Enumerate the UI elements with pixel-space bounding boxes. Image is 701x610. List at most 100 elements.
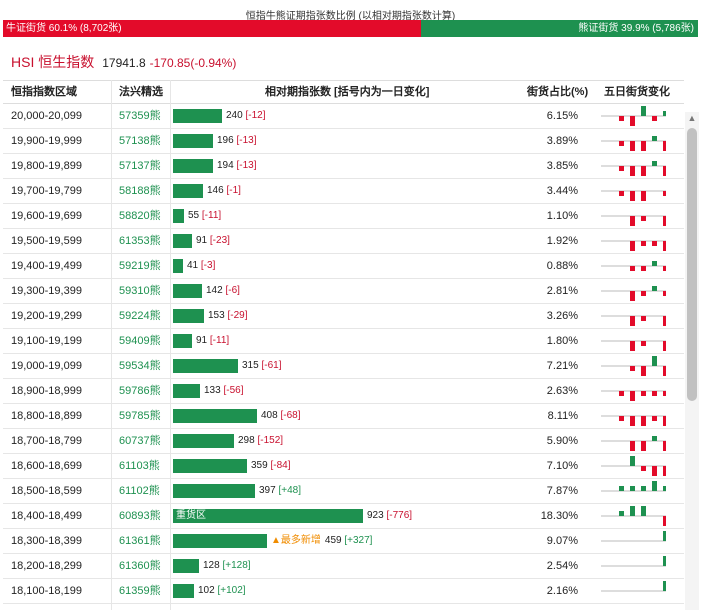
row-daily-change: [-776] bbox=[386, 510, 413, 521]
most-added-badge: ▲最多新增 bbox=[271, 535, 321, 546]
row-warrant-code-link[interactable]: 61103熊 bbox=[119, 460, 160, 472]
row-index-range: 19,800-19,899 bbox=[11, 160, 82, 172]
row-warrant-code-link[interactable]: 59409熊 bbox=[119, 335, 161, 347]
bear-ratio-segment: 熊证街货 39.9% (5,786张) bbox=[420, 20, 698, 37]
table-row: 19,500-19,599 61353熊 91 [-23] 1.92% bbox=[3, 229, 684, 254]
row-warrant-code-link[interactable]: 61361熊 bbox=[119, 535, 161, 547]
table-row: 20,000-20,099 57359熊 240 [-12] 6.15% bbox=[3, 104, 684, 129]
scrollbar[interactable]: ▲ bbox=[685, 112, 699, 610]
row-warrant-code-link[interactable]: 61353熊 bbox=[119, 235, 161, 247]
trend-day-bar bbox=[641, 391, 646, 396]
row-warrant-code-link[interactable]: 57138熊 bbox=[119, 135, 161, 147]
row-volume-number: 41 bbox=[187, 260, 199, 271]
trend-day-bar bbox=[641, 166, 646, 176]
row-warrant-code-link[interactable]: 59785熊 bbox=[119, 410, 161, 422]
trend-day-bar bbox=[663, 111, 666, 116]
row-warrant-code-link[interactable]: 61360熊 bbox=[119, 560, 161, 572]
row-volume-bar bbox=[173, 459, 247, 473]
row-volume-bar bbox=[173, 209, 184, 223]
table-row: 18,500-18,599 61102熊 397 [+48] 7.87% bbox=[3, 479, 684, 504]
row-index-range: 19,900-19,999 bbox=[11, 135, 82, 147]
row-daily-change: [-84] bbox=[270, 460, 291, 471]
row-outstanding-pct: 3.85% bbox=[546, 160, 578, 172]
row-daily-change: [-13] bbox=[236, 160, 257, 171]
row-daily-change: [+128] bbox=[222, 560, 251, 571]
row-volume-number: 923 bbox=[367, 510, 384, 521]
row-warrant-code-link[interactable]: 57137熊 bbox=[119, 160, 161, 172]
trend-day-bar bbox=[652, 436, 657, 441]
row-volume-value: 133 [-56] bbox=[204, 379, 243, 403]
row-warrant-code-link[interactable]: 59224熊 bbox=[119, 310, 161, 322]
trend-day-bar bbox=[641, 366, 646, 376]
row-volume-number: 194 bbox=[217, 160, 234, 171]
row-volume-number: 459 bbox=[324, 535, 342, 546]
trend-day-bar bbox=[630, 291, 635, 301]
row-daily-change: [-1] bbox=[226, 185, 241, 196]
trend-day-bar bbox=[630, 441, 635, 451]
trend-day-bar bbox=[652, 286, 657, 291]
trend-day-bar bbox=[663, 516, 666, 526]
row-warrant-code-link[interactable]: 60737熊 bbox=[119, 435, 161, 447]
row-daily-change: [+102] bbox=[217, 585, 246, 596]
table-row: 18,100-18,199 61359熊 102 [+102] 2.16% bbox=[3, 579, 684, 604]
row-volume-value: 142 [-6] bbox=[206, 279, 240, 303]
index-quote: HSI 恒生指数 17941.8 -170.85(-0.94%) bbox=[11, 52, 236, 72]
row-volume-bar bbox=[173, 284, 202, 298]
col-pct-header: 街货占比(%) bbox=[527, 86, 589, 98]
row-outstanding-pct: 2.63% bbox=[546, 385, 578, 397]
row-volume-number: 133 bbox=[204, 385, 221, 396]
trend-day-bar bbox=[641, 316, 646, 321]
trend-day-bar bbox=[619, 391, 624, 396]
table-row: 19,700-19,799 58188熊 146 [-1] 3.44% bbox=[3, 179, 684, 204]
row-warrant-code-link[interactable]: 58188熊 bbox=[119, 185, 161, 197]
row-volume-number: 128 bbox=[203, 560, 220, 571]
trend-day-bar bbox=[652, 416, 657, 421]
row-volume-bar bbox=[173, 359, 238, 373]
row-volume-value: 359 [-84] bbox=[251, 454, 290, 478]
row-index-range: 18,100-18,199 bbox=[11, 585, 82, 597]
row-volume-number: 142 bbox=[206, 285, 223, 296]
trend-day-bar bbox=[619, 191, 624, 196]
row-index-range: 18,500-18,599 bbox=[11, 485, 82, 497]
trend-day-bar bbox=[663, 366, 666, 376]
row-volume-number: 397 bbox=[259, 485, 276, 496]
five-day-trend-chart bbox=[601, 240, 666, 251]
scrollbar-thumb[interactable] bbox=[687, 128, 697, 401]
trend-day-bar bbox=[619, 511, 624, 516]
row-index-range: 19,700-19,799 bbox=[11, 185, 82, 197]
row-volume-value: 240 [-12] bbox=[226, 104, 265, 128]
row-warrant-code-link[interactable]: 57359熊 bbox=[119, 110, 161, 122]
trend-day-bar bbox=[652, 466, 657, 476]
trend-day-bar bbox=[663, 216, 666, 226]
row-warrant-code-link[interactable]: 60893熊 bbox=[119, 510, 161, 522]
row-outstanding-pct: 5.90% bbox=[546, 435, 578, 447]
row-volume-bar bbox=[173, 434, 234, 448]
row-warrant-code-link[interactable]: 59219熊 bbox=[119, 260, 161, 272]
row-warrant-code-link[interactable]: 59310熊 bbox=[119, 285, 161, 297]
table-header: 恒指指数区域 法兴精选 相对期指张数 [括号内为一日变化] 街货占比(%) 五日… bbox=[3, 80, 684, 104]
row-volume-bar bbox=[173, 484, 255, 498]
scroll-up-arrow-icon[interactable]: ▲ bbox=[687, 113, 697, 123]
row-volume-bar bbox=[173, 334, 192, 348]
table-row: 19,300-19,399 59310熊 142 [-6] 2.81% bbox=[3, 279, 684, 304]
row-warrant-code-link[interactable]: 58820熊 bbox=[119, 210, 161, 222]
row-outstanding-pct: 0.88% bbox=[546, 260, 578, 272]
trend-day-bar bbox=[652, 481, 657, 491]
trend-day-bar bbox=[619, 416, 624, 421]
trend-day-bar bbox=[652, 261, 657, 266]
row-volume-bar bbox=[173, 384, 200, 398]
row-warrant-code-link[interactable]: 61359熊 bbox=[119, 585, 161, 597]
index-name[interactable]: HSI 恒生指数 bbox=[11, 54, 95, 70]
trend-day-bar bbox=[663, 341, 666, 351]
row-warrant-code-link[interactable]: 61102熊 bbox=[119, 485, 160, 497]
row-index-range: 19,300-19,399 bbox=[11, 285, 82, 297]
row-outstanding-pct: 1.92% bbox=[546, 235, 578, 247]
row-volume-number: 359 bbox=[251, 460, 268, 471]
trend-day-bar bbox=[641, 506, 646, 516]
trend-day-bar bbox=[663, 416, 666, 426]
row-outstanding-pct: 1.10% bbox=[546, 210, 578, 222]
row-warrant-code-link[interactable]: 59534熊 bbox=[119, 360, 161, 372]
row-warrant-code-link[interactable]: 59786熊 bbox=[119, 385, 161, 397]
row-outstanding-pct: 1.80% bbox=[546, 335, 578, 347]
row-index-range: 18,700-18,799 bbox=[11, 435, 82, 447]
